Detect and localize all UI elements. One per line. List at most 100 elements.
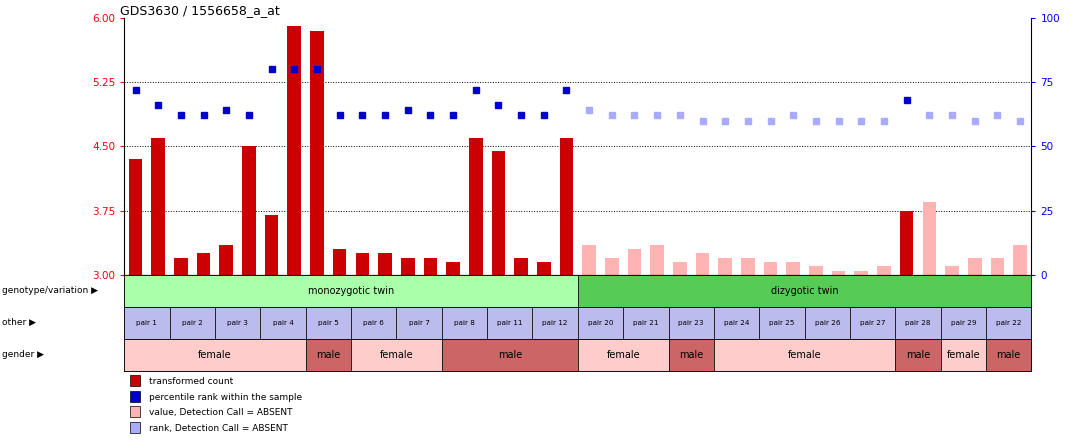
Bar xyxy=(265,215,279,275)
Text: pair 2: pair 2 xyxy=(181,320,203,326)
Text: gender ▶: gender ▶ xyxy=(2,350,44,359)
Text: other ▶: other ▶ xyxy=(2,318,36,327)
Bar xyxy=(809,266,823,275)
Text: value, Detection Call = ABSENT: value, Detection Call = ABSENT xyxy=(149,408,293,417)
Bar xyxy=(401,258,415,275)
Bar xyxy=(306,339,351,371)
Bar xyxy=(351,307,396,339)
Text: male: male xyxy=(498,350,522,360)
Bar xyxy=(578,307,623,339)
Bar xyxy=(333,249,347,275)
Bar xyxy=(832,270,846,275)
Text: pair 28: pair 28 xyxy=(905,320,931,326)
Bar xyxy=(124,339,306,371)
Text: pair 21: pair 21 xyxy=(633,320,659,326)
Bar xyxy=(895,339,941,371)
Bar xyxy=(487,307,532,339)
Text: female: female xyxy=(379,350,414,360)
Text: female: female xyxy=(787,350,822,360)
Bar xyxy=(696,254,710,275)
Text: pair 25: pair 25 xyxy=(769,320,795,326)
Bar xyxy=(442,307,487,339)
Text: male: male xyxy=(679,350,703,360)
Bar xyxy=(351,339,442,371)
Bar xyxy=(124,307,170,339)
Text: pair 8: pair 8 xyxy=(454,320,475,326)
Bar xyxy=(759,307,805,339)
Bar xyxy=(922,202,936,275)
Bar xyxy=(260,307,306,339)
Bar xyxy=(378,254,392,275)
Bar xyxy=(306,307,351,339)
Bar xyxy=(242,147,256,275)
Text: female: female xyxy=(198,350,232,360)
Text: GDS3630 / 1556658_a_at: GDS3630 / 1556658_a_at xyxy=(120,4,280,16)
Bar xyxy=(514,258,528,275)
Text: pair 20: pair 20 xyxy=(588,320,613,326)
Bar xyxy=(877,266,891,275)
Bar xyxy=(396,307,442,339)
Bar xyxy=(854,270,868,275)
Bar xyxy=(491,151,505,275)
Bar xyxy=(990,258,1004,275)
Bar xyxy=(764,262,778,275)
Text: dizygotic twin: dizygotic twin xyxy=(771,286,838,296)
Text: pair 6: pair 6 xyxy=(363,320,384,326)
Bar xyxy=(446,262,460,275)
Bar xyxy=(714,307,759,339)
Bar xyxy=(151,138,165,275)
Text: pair 24: pair 24 xyxy=(724,320,750,326)
Bar xyxy=(197,254,211,275)
Bar xyxy=(895,307,941,339)
Text: male: male xyxy=(906,350,930,360)
Bar xyxy=(805,307,850,339)
Text: male: male xyxy=(316,350,340,360)
Bar xyxy=(215,307,260,339)
Bar xyxy=(578,339,669,371)
Bar xyxy=(941,339,986,371)
Text: pair 27: pair 27 xyxy=(860,320,886,326)
Bar xyxy=(718,258,732,275)
Bar xyxy=(986,307,1031,339)
Bar xyxy=(469,138,483,275)
Bar xyxy=(850,307,895,339)
Bar xyxy=(124,275,578,307)
Bar xyxy=(623,307,669,339)
Text: pair 12: pair 12 xyxy=(542,320,568,326)
Bar xyxy=(714,339,895,371)
Text: pair 29: pair 29 xyxy=(950,320,976,326)
Bar xyxy=(129,159,143,275)
Bar xyxy=(355,254,369,275)
Bar xyxy=(442,339,578,371)
Bar xyxy=(170,307,215,339)
Bar xyxy=(174,258,188,275)
Text: pair 11: pair 11 xyxy=(497,320,523,326)
Text: percentile rank within the sample: percentile rank within the sample xyxy=(149,393,302,402)
Bar xyxy=(423,258,437,275)
Bar xyxy=(1013,245,1027,275)
Bar xyxy=(673,262,687,275)
Text: pair 26: pair 26 xyxy=(814,320,840,326)
Text: transformed count: transformed count xyxy=(149,377,233,386)
Text: pair 1: pair 1 xyxy=(136,320,158,326)
Bar xyxy=(968,258,982,275)
Text: pair 7: pair 7 xyxy=(408,320,430,326)
Bar xyxy=(559,138,573,275)
Text: female: female xyxy=(946,350,981,360)
Bar xyxy=(650,245,664,275)
Text: monozygotic twin: monozygotic twin xyxy=(308,286,394,296)
Text: male: male xyxy=(997,350,1021,360)
Bar xyxy=(219,245,233,275)
Text: rank, Detection Call = ABSENT: rank, Detection Call = ABSENT xyxy=(149,424,288,433)
Bar xyxy=(669,339,714,371)
Bar xyxy=(310,31,324,275)
Bar xyxy=(986,339,1031,371)
Text: pair 3: pair 3 xyxy=(227,320,248,326)
Text: pair 5: pair 5 xyxy=(318,320,339,326)
Bar xyxy=(741,258,755,275)
Bar xyxy=(532,307,578,339)
Text: pair 23: pair 23 xyxy=(678,320,704,326)
Bar xyxy=(287,26,301,275)
Bar xyxy=(669,307,714,339)
Bar xyxy=(786,262,800,275)
